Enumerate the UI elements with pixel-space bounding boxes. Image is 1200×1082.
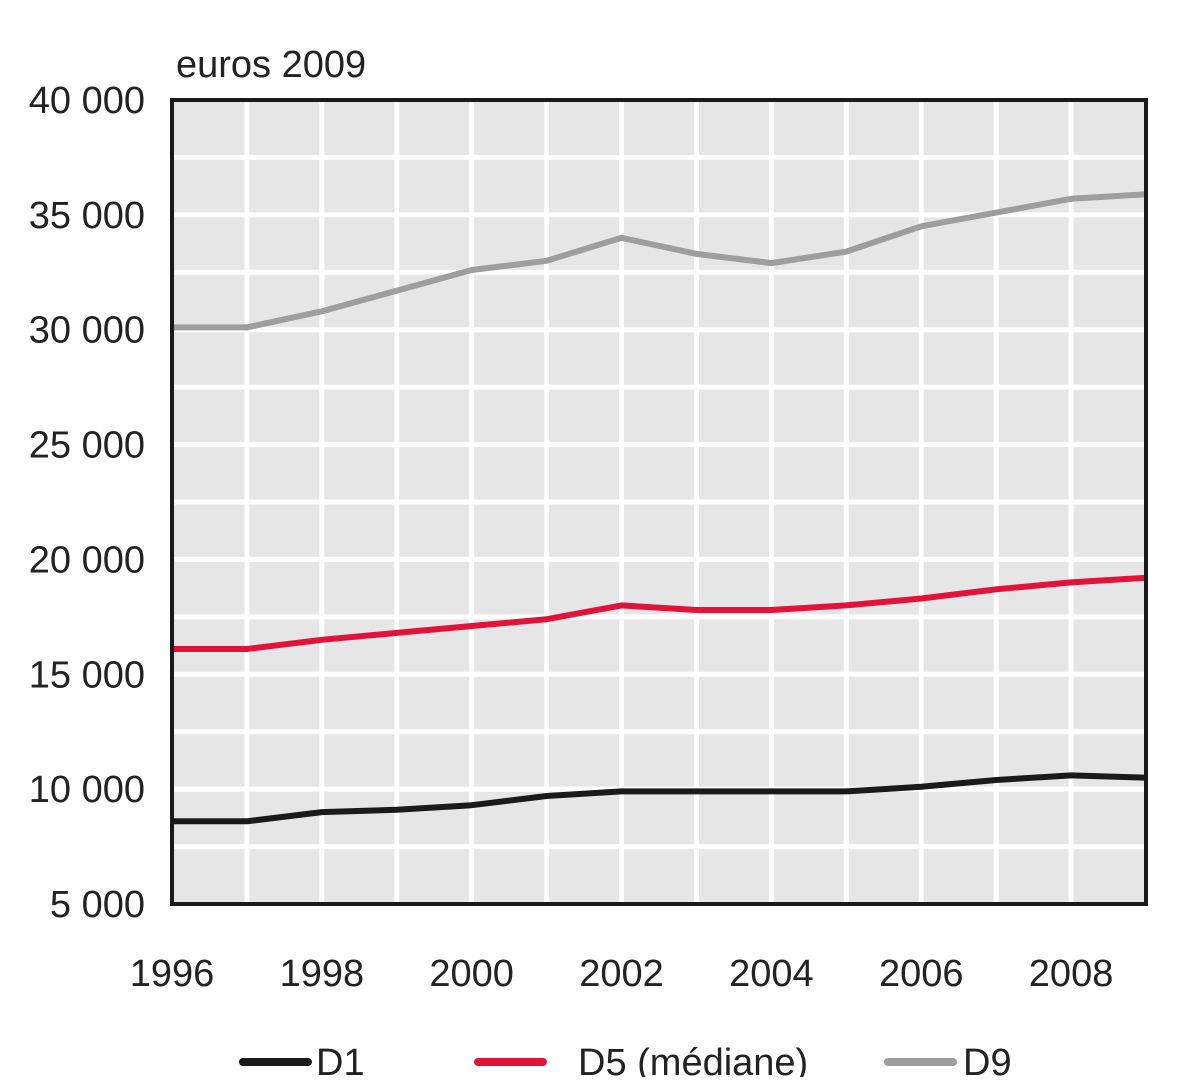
legend-label-d1: D1	[316, 1042, 365, 1077]
x-tick-label: 1998	[280, 953, 365, 995]
x-tick-label: 2004	[729, 953, 814, 995]
x-tick-label: 2002	[579, 953, 664, 995]
y-axis-unit-label: euros 2009	[176, 44, 366, 86]
grid	[172, 100, 1146, 904]
y-tick-label: 30 000	[29, 310, 145, 352]
series-line-d1	[172, 772, 1147, 825]
x-tick-label: 2008	[1029, 953, 1114, 995]
x-tick-label: 2006	[879, 953, 964, 995]
y-tick-label: 20 000	[29, 539, 145, 581]
series-lines	[172, 191, 1147, 825]
y-tick-label: 15 000	[29, 654, 145, 696]
y-axis-ticks: 5 000 10 000 15 000 20 000 25 000 30 000 35 00…	[29, 80, 145, 926]
y-tick-label: 40 000	[29, 80, 145, 122]
y-tick-label: 35 000	[29, 195, 145, 237]
legend: D1 D5 (médiane) D9	[239, 1042, 1012, 1082]
series-line-d5	[172, 574, 1147, 652]
x-tick-label: 2000	[429, 953, 514, 995]
series-line-d9	[172, 191, 1147, 331]
x-axis-ticks: 1996 1998 2000 2002 2004 2006 2008	[130, 953, 1114, 995]
y-tick-label: 5 000	[50, 884, 145, 926]
y-tick-label: 25 000	[29, 425, 145, 467]
legend-label-d5: D5 (médiane)	[578, 1042, 808, 1077]
y-tick-label: 10 000	[29, 769, 145, 811]
x-tick-label: 1996	[130, 953, 215, 995]
plot-frame	[170, 98, 1148, 906]
legend-label-d9: D9	[963, 1042, 1012, 1077]
